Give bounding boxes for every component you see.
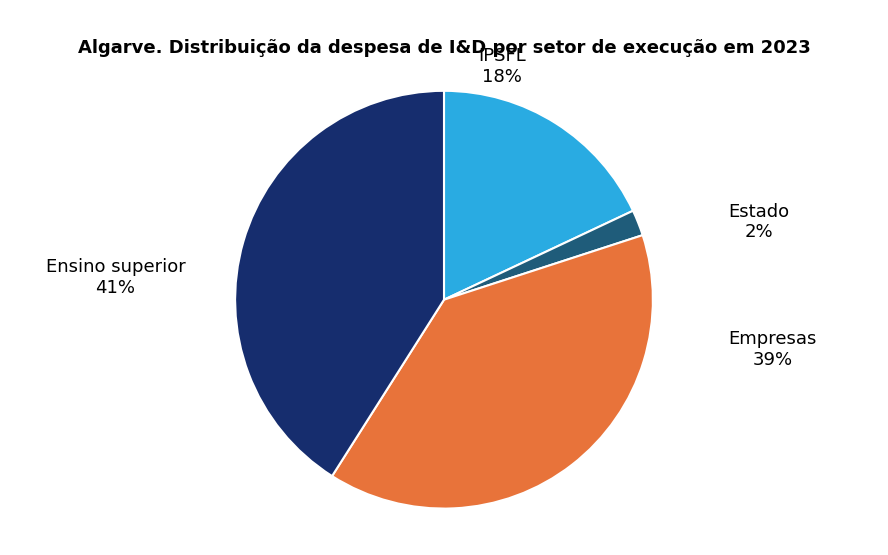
- Wedge shape: [332, 235, 653, 508]
- Wedge shape: [235, 91, 444, 476]
- Text: Algarve. Distribuição da despesa de I&D por setor de execução em 2023: Algarve. Distribuição da despesa de I&D …: [77, 39, 811, 57]
- Text: Estado
2%: Estado 2%: [728, 203, 789, 241]
- Text: Ensino superior
41%: Ensino superior 41%: [45, 258, 186, 297]
- Wedge shape: [444, 211, 643, 300]
- Wedge shape: [444, 91, 633, 300]
- Text: IPSFL
18%: IPSFL 18%: [478, 47, 526, 86]
- Text: Empresas
39%: Empresas 39%: [728, 330, 817, 369]
